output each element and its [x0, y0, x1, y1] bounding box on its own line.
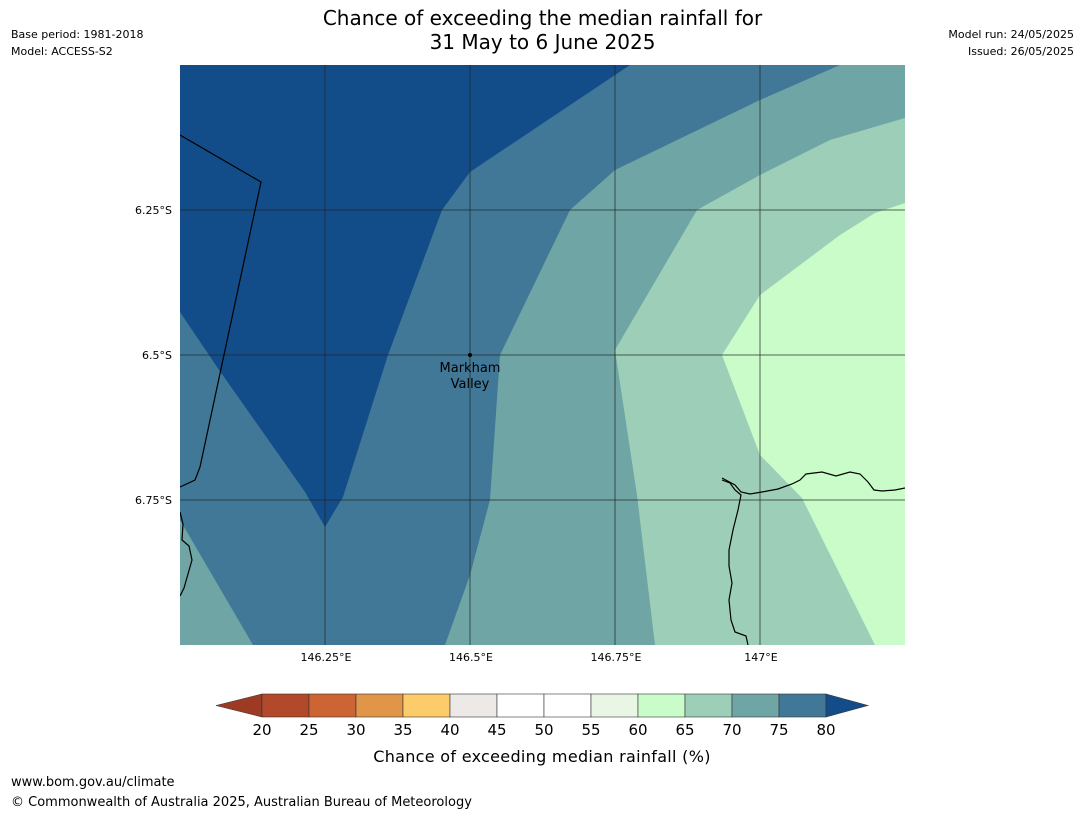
colorbar-tick-label: 45 — [487, 721, 506, 739]
meta-left: Base period: 1981-2018 Model: ACCESS-S2 — [11, 26, 143, 60]
colorbar-segment — [496, 693, 545, 718]
title-line-1: Chance of exceeding the median rainfall … — [322, 6, 763, 30]
lon-label-146-5e: 146.5°E — [449, 651, 493, 664]
colorbar-tick-label: 75 — [769, 721, 788, 739]
colorbar-tick-label: 65 — [675, 721, 694, 739]
zone-over-80 — [180, 65, 630, 527]
colorbar-tick-label: 60 — [628, 721, 647, 739]
issued-date: Issued: 26/05/2025 — [967, 45, 1074, 58]
colorbar-segment — [449, 693, 498, 718]
model-name: Model: ACCESS-S2 — [11, 45, 113, 58]
colorbar-segment — [355, 693, 404, 718]
colorbar-segment — [308, 693, 357, 718]
place-label-line1: Markham — [440, 361, 501, 376]
gridlines — [180, 65, 905, 645]
page-title: Chance of exceeding the median rainfall … — [0, 6, 1085, 54]
place-label: Markham Valley — [440, 361, 501, 392]
colorbar-segment — [637, 693, 686, 718]
colorbar-under-arrow — [215, 693, 263, 718]
colorbar-segment — [261, 693, 310, 718]
meta-right: Model run: 24/05/2025 Issued: 26/05/2025 — [948, 26, 1074, 60]
colorbar-segment — [731, 693, 780, 718]
lat-label-6-75s: 6.75°S — [135, 494, 172, 507]
colorbar-tick-label: 30 — [346, 721, 365, 739]
colorbar-tick-label: 50 — [534, 721, 553, 739]
base-period: Base period: 1981-2018 — [11, 28, 144, 41]
colorbar-tick-label: 25 — [299, 721, 318, 739]
place-label-line2: Valley — [451, 377, 490, 392]
lon-label-146-75e: 146.75°E — [591, 651, 642, 664]
boundaries — [180, 134, 905, 645]
coastline-west — [180, 511, 193, 597]
lon-labels: 146.25°E 146.5°E 146.75°E 147°E — [301, 651, 778, 664]
colorbar-tick-label: 80 — [816, 721, 835, 739]
colorbar — [215, 693, 870, 718]
lat-labels: 6.25°S 6.5°S 6.75°S — [135, 204, 172, 507]
colorbar-tick-label: 20 — [252, 721, 271, 739]
colorbar-ticks: 20 25 30 35 40 45 50 55 60 65 70 75 80 — [252, 721, 835, 739]
place-marker — [468, 353, 472, 357]
river-line — [721, 479, 749, 645]
model-run: Model run: 24/05/2025 — [948, 28, 1074, 41]
lat-label-6-25s: 6.25°S — [135, 204, 172, 217]
colorbar-segment — [684, 693, 733, 718]
lon-label-146-25e: 146.25°E — [301, 651, 352, 664]
title-line-2: 31 May to 6 June 2025 — [429, 30, 656, 54]
colorbar-title: Chance of exceeding median rainfall (%) — [373, 747, 711, 766]
colorbar-over-arrow — [825, 693, 870, 718]
colorbar-tick-label: 35 — [393, 721, 412, 739]
lat-label-6-5s: 6.5°S — [142, 349, 172, 362]
coastline-east — [721, 471, 905, 495]
colorbar-tick-label: 40 — [440, 721, 459, 739]
colorbar-segment — [543, 693, 592, 718]
footer-url: www.bom.gov.au/climate — [11, 775, 175, 790]
colorbar-tick-label: 55 — [581, 721, 600, 739]
colorbar-tick-label: 70 — [722, 721, 741, 739]
colorbar-segment — [778, 693, 827, 718]
lon-label-147e: 147°E — [744, 651, 777, 664]
colorbar-segment — [590, 693, 639, 718]
border-line — [180, 134, 262, 488]
colorbar-segment — [402, 693, 451, 718]
footer-copyright: © Commonwealth of Australia 2025, Austra… — [11, 795, 472, 810]
zone-60-65 — [722, 203, 905, 645]
